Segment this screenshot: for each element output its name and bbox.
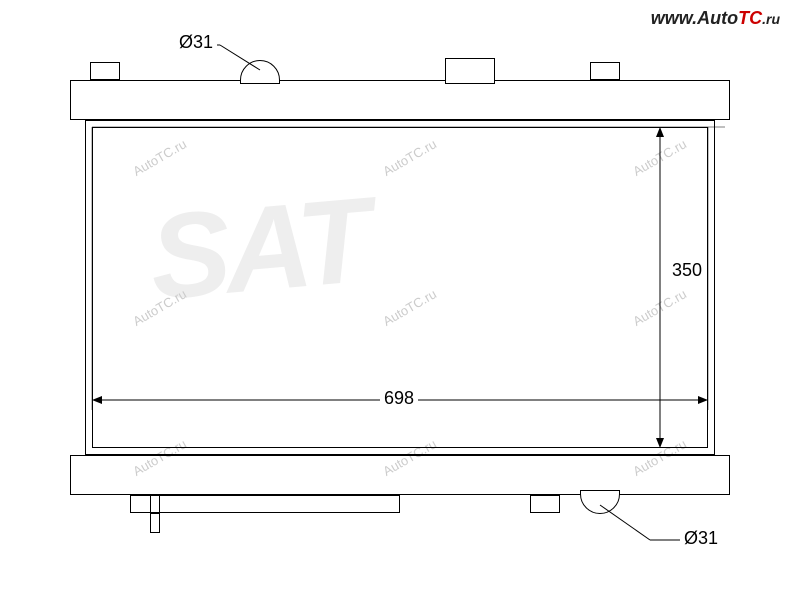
diagram-container: SAT AutoTC.ru AutoTC.ru AutoTC.ru AutoTC… <box>0 0 800 600</box>
outlet-port <box>580 490 620 514</box>
mount-bracket <box>590 62 620 80</box>
radiator-tank-top <box>70 80 730 120</box>
mount-bracket <box>530 495 560 513</box>
radiator-tank-bottom <box>70 455 730 495</box>
filler-cap <box>445 58 495 84</box>
logo-auto: Auto <box>697 8 738 28</box>
dim-width-label: 698 <box>380 388 418 409</box>
drain-pipe <box>150 495 400 513</box>
inlet-port <box>240 60 280 84</box>
dim-inlet-label: Ø31 <box>175 32 217 53</box>
logo-tc: TC <box>738 8 762 28</box>
mount-bracket <box>90 62 120 80</box>
drain-stub <box>150 513 160 533</box>
dim-outlet-label: Ø31 <box>680 528 722 549</box>
logo-prefix: www. <box>651 8 697 28</box>
dim-height-label: 350 <box>668 260 706 281</box>
logo-suffix: .ru <box>762 11 780 27</box>
site-logo: www.AutoTC.ru <box>651 8 780 29</box>
